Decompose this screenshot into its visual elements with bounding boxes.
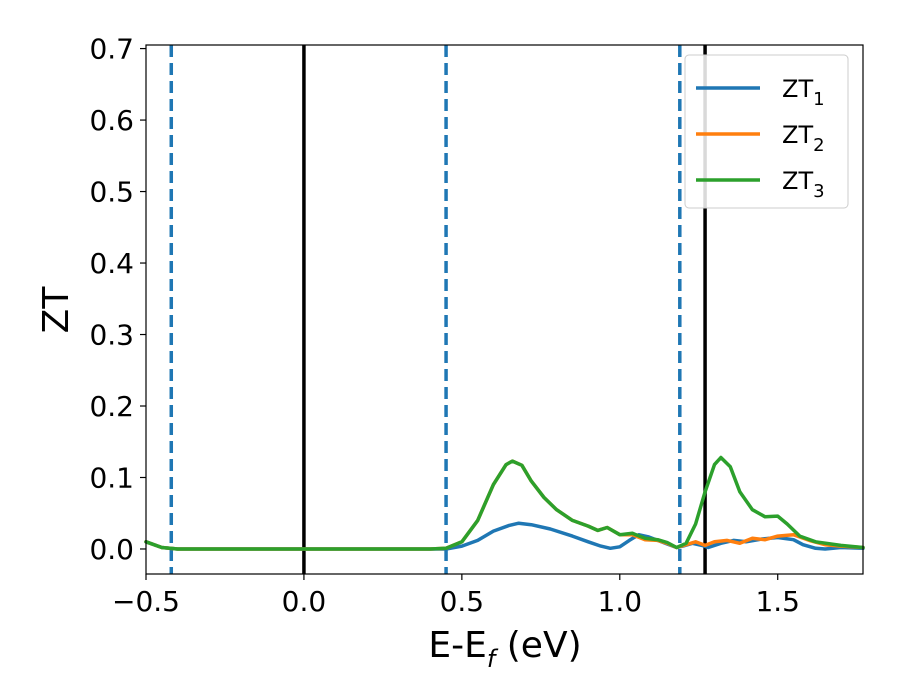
x-tick-label: 1.5	[755, 585, 800, 618]
y-tick-label: 0.1	[89, 461, 134, 494]
reference-lines	[169, 45, 707, 574]
y-tick-label: 0.0	[89, 533, 134, 566]
series-lines	[144, 455, 865, 551]
x-tick-label: 0.0	[282, 585, 327, 618]
y-tick-label: 0.7	[89, 33, 134, 66]
x-tick-label: 0.5	[440, 585, 485, 618]
y-tick-label: 0.4	[89, 247, 134, 280]
y-axis-label: ZT	[36, 286, 77, 334]
legend: ZT1 ZT2 ZT3	[684, 54, 849, 209]
series-line-zt1	[144, 521, 865, 551]
legend-frame	[684, 54, 849, 209]
y-tick-label: 0.2	[89, 390, 134, 423]
y-tick-label: 0.3	[89, 319, 134, 352]
x-axis-label: E-Ef (eV)	[428, 625, 581, 673]
y-tick-label: 0.6	[89, 104, 134, 137]
y-tick-label: 0.5	[89, 176, 134, 209]
legend-label-zt3: ZT3	[782, 167, 825, 202]
series-line-zt3	[144, 455, 865, 551]
y-axis: 0.0 0.1 0.2 0.3 0.4 0.5 0.6 0.7	[89, 33, 146, 566]
x-axis: −0.5 0.0 0.5 1.0 1.5	[112, 574, 800, 618]
plot-frame	[145, 44, 864, 575]
series-line-zt2	[144, 459, 865, 551]
legend-label-zt2: ZT2	[782, 121, 825, 156]
legend-label-zt1: ZT1	[782, 75, 825, 110]
x-tick-label: 1.0	[598, 585, 643, 618]
x-tick-label: −0.5	[112, 585, 180, 618]
